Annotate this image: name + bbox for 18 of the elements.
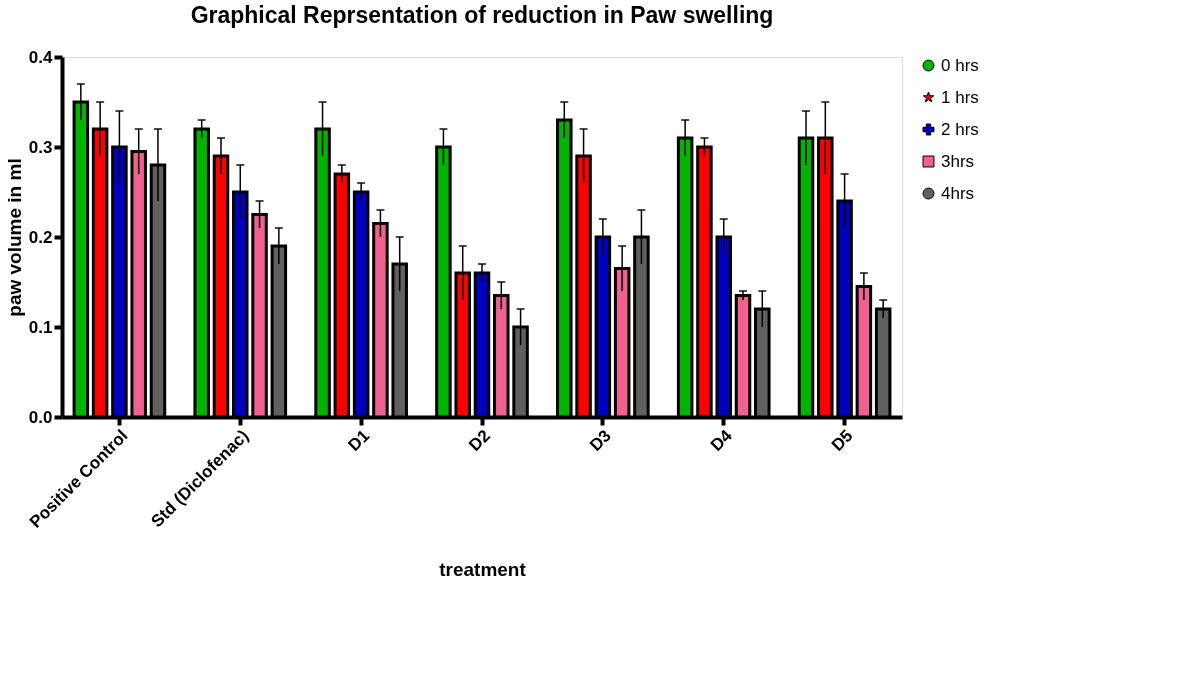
legend-label: 3hrs bbox=[941, 151, 975, 171]
x-axis-title: treatment bbox=[439, 558, 527, 580]
x-tick-label: D2 bbox=[465, 426, 495, 455]
y-axis-title: paw volume in ml bbox=[3, 158, 25, 317]
x-tick-label: D3 bbox=[586, 426, 615, 455]
legend-label: 2 hrs bbox=[941, 119, 979, 139]
y-tick-label: 0.1 bbox=[28, 317, 53, 337]
y-tick-label: 0.0 bbox=[28, 407, 53, 427]
y-tick-label: 0.3 bbox=[28, 137, 53, 157]
x-tick-label: D5 bbox=[827, 426, 857, 455]
legend-label: 4hrs bbox=[941, 183, 975, 203]
x-tick-label: D4 bbox=[706, 425, 737, 455]
y-tick-label: 0.4 bbox=[28, 47, 54, 67]
x-tick-label: D1 bbox=[344, 426, 374, 455]
chart-title: Graphical Reprsentation of reduction in Paw swelling bbox=[190, 2, 774, 28]
y-tick-label: 0.2 bbox=[28, 227, 53, 247]
legend-label: 1 hrs bbox=[941, 87, 979, 107]
legend-label: 0 hrs bbox=[941, 55, 979, 75]
